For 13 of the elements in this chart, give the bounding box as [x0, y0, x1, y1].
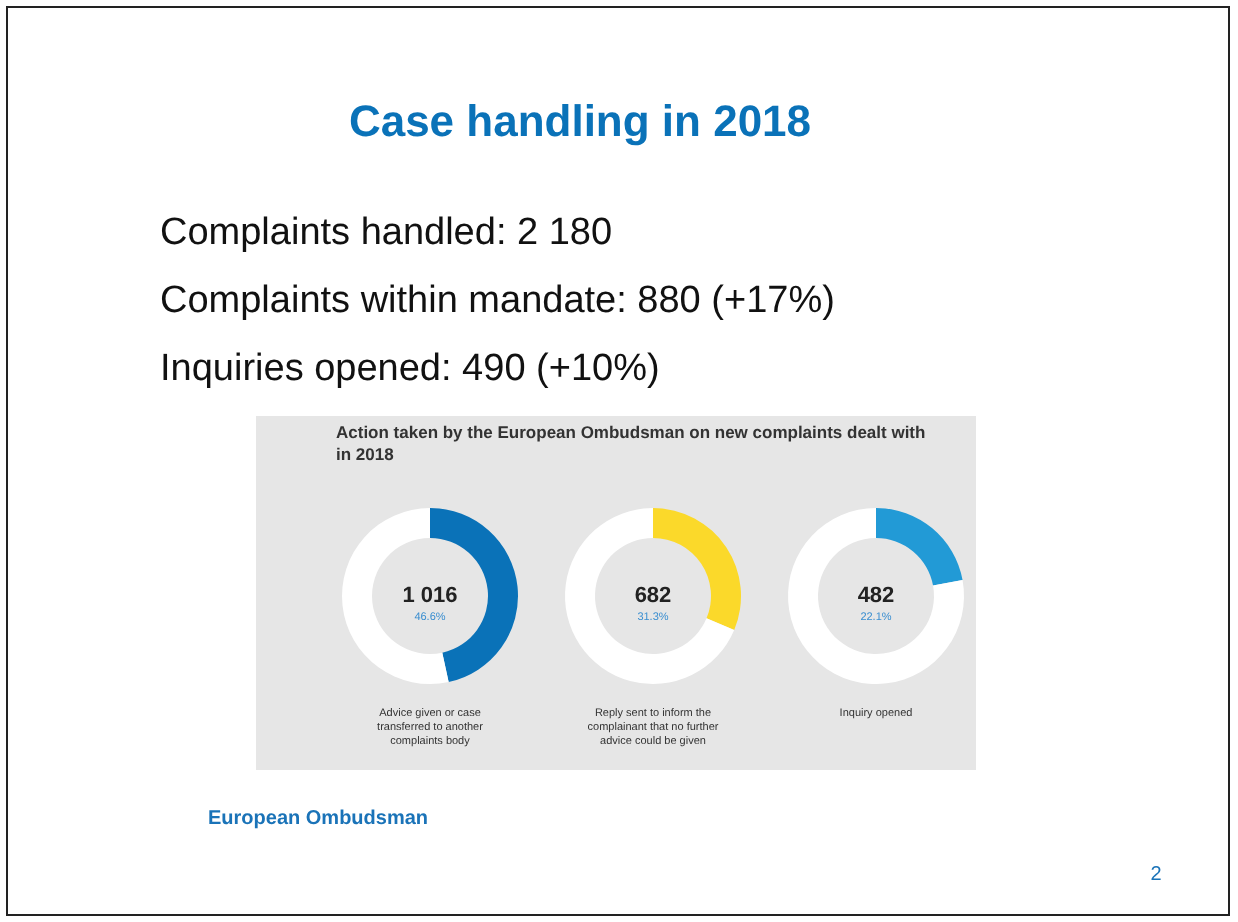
text: Case handling in 2018: [348, 96, 812, 146]
text: Complaints handled: 2 180: [160, 212, 613, 254]
text: Inquiries opened: 490 (+10%): [160, 348, 660, 390]
donut-slice: [565, 508, 735, 684]
donut-slice: [876, 508, 963, 586]
text: 682: [634, 584, 672, 608]
text: Action taken by the European Ombudsman on new complaints dealt with in 2018: [336, 422, 926, 464]
text: 1 016: [402, 584, 458, 608]
text: European Ombudsman: [208, 808, 429, 830]
text: Complaints within mandate: 880 (+17%): [160, 280, 835, 322]
text: 482: [857, 584, 895, 608]
donut-slice: [788, 508, 964, 684]
text: 2: [1150, 864, 1163, 886]
